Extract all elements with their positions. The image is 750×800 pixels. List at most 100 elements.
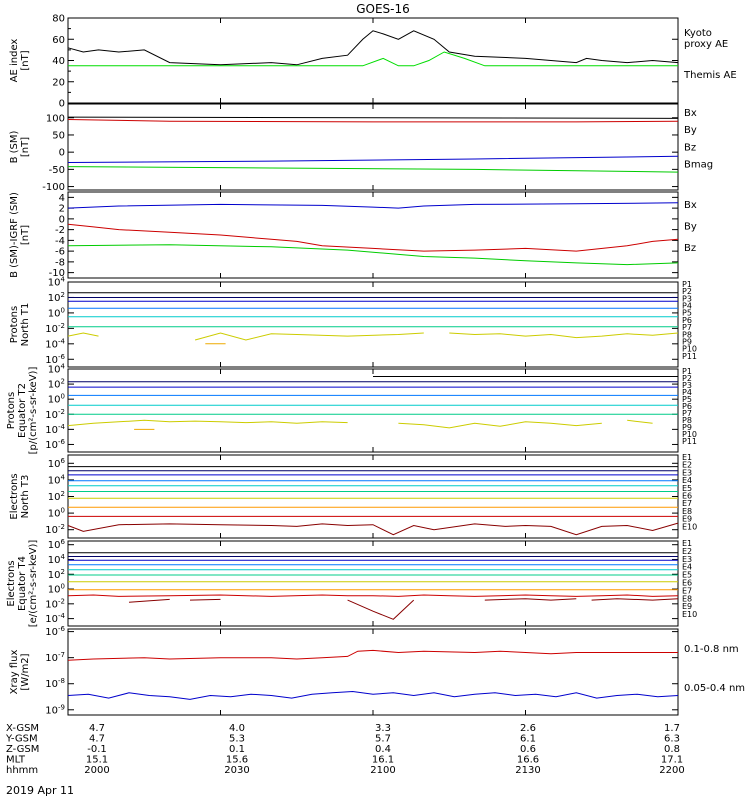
legend-label: P6 xyxy=(682,402,692,411)
y-tick-label: 100 xyxy=(46,113,65,124)
legend-label: P11 xyxy=(682,352,697,361)
y-tick-label: 10-4 xyxy=(45,337,65,350)
series-line xyxy=(189,598,221,601)
legend-label: E8 xyxy=(682,594,692,603)
legend-label: P3 xyxy=(682,381,692,390)
y-axis-label: [p/(cm²-s-sr-keV)] xyxy=(28,367,39,455)
panel-electrons_t4: 10-4 10-2100 102 104 106 Electrons Equator T4[… xyxy=(6,538,697,627)
date-label: 2019 Apr 11 xyxy=(6,784,74,797)
x-axis-value: 4.7 xyxy=(89,723,105,734)
panel-frame xyxy=(67,454,679,539)
legend-label: E3 xyxy=(682,555,692,564)
legend-label: E3 xyxy=(682,468,692,477)
legend-label: proxy AE xyxy=(684,39,728,50)
series-line xyxy=(449,332,679,339)
y-axis-label: [nT] xyxy=(20,50,31,70)
series-line xyxy=(67,119,679,123)
legend-label: E9 xyxy=(682,515,692,524)
y-tick-label: 102 xyxy=(48,490,65,503)
panel-frame xyxy=(67,281,679,368)
legend-label: E4 xyxy=(682,563,692,572)
legend-label: 0.05-0.4 nm xyxy=(684,683,745,694)
legend-label: P8 xyxy=(682,416,692,425)
series-line xyxy=(67,649,678,661)
y-axis-label: Electrons xyxy=(9,473,20,519)
y-tick-label: 50 xyxy=(52,130,65,141)
y-axis-label: [W/m2] xyxy=(20,653,31,690)
legend-label: P4 xyxy=(682,302,692,311)
y-tick-label: 10-6 xyxy=(45,353,65,366)
x-axis-value: 17.1 xyxy=(661,755,683,766)
legend-label: P11 xyxy=(682,437,697,446)
y-tick-label: 10-7 xyxy=(45,651,65,664)
series-line xyxy=(67,594,679,597)
panel-frame xyxy=(67,540,679,627)
series-line xyxy=(67,155,679,163)
x-axis-value: 2000 xyxy=(84,765,109,776)
y-axis-label: North T1 xyxy=(20,303,31,347)
y-tick-label: 60 xyxy=(52,35,65,46)
legend-label: P4 xyxy=(682,388,692,397)
x-axis-value: 2130 xyxy=(515,765,540,776)
legend-label: P10 xyxy=(682,345,697,354)
series-line xyxy=(67,30,679,66)
y-tick-label: 0 xyxy=(59,99,65,110)
series-line xyxy=(484,598,577,601)
legend-label: E1 xyxy=(682,539,692,548)
series-line xyxy=(67,166,679,173)
y-tick-label: 104 xyxy=(48,553,66,566)
x-axis-value: 0.1 xyxy=(229,744,245,755)
series-line xyxy=(67,522,679,536)
series-line xyxy=(67,690,679,700)
panel-b_sm: -100 -50 0 50 100 B (SM) [nT] Bx By Bz Bmag xyxy=(9,103,713,193)
series-line xyxy=(67,116,679,119)
legend-label: E5 xyxy=(682,484,692,493)
x-axis-value: 6.3 xyxy=(664,734,680,745)
y-axis-label: Xray flux xyxy=(9,650,20,695)
legend-label: E7 xyxy=(682,586,692,595)
legend-label: E2 xyxy=(682,461,692,470)
y-tick-label: 10-2 xyxy=(45,523,65,536)
y-tick-label: 10-4 xyxy=(45,612,65,625)
x-axis-value: 2030 xyxy=(224,765,249,776)
legend-label: P5 xyxy=(682,395,692,404)
y-tick-label: 10-9 xyxy=(45,703,65,716)
panel-xray: 10-9 10-8 10-7 10-6 Xray flux [W/m2] 0.1-0.8 n… xyxy=(9,625,745,716)
y-tick-label: -6 xyxy=(55,247,65,258)
y-tick-label: 10-2 xyxy=(45,322,65,335)
series-line xyxy=(194,332,424,341)
y-tick-label: 102 xyxy=(48,568,65,581)
y-tick-label: -8 xyxy=(55,257,65,268)
legend-label: P8 xyxy=(682,330,692,339)
legend-label: P3 xyxy=(682,294,692,303)
chart-title: GOES-16 xyxy=(356,2,410,16)
legend-label: Bx xyxy=(684,200,697,211)
y-tick-label: 106 xyxy=(48,538,66,551)
x-axis-value: 15.1 xyxy=(86,755,108,766)
legend-label: E6 xyxy=(682,492,692,501)
panel-protons_t2: 10-6 10-4 10-2 100 102 104 Protons Equator T2 [p… xyxy=(6,363,697,455)
legend-label: By xyxy=(684,222,697,233)
x-axis-value: 0.8 xyxy=(664,744,680,755)
y-tick-label: 4 xyxy=(59,193,65,204)
y-tick-label: 100 xyxy=(48,583,65,596)
legend-label: E1 xyxy=(682,453,692,462)
y-tick-label: -4 xyxy=(55,236,65,247)
y-tick-label: 2 xyxy=(59,204,65,215)
legend-label: P9 xyxy=(682,423,692,432)
x-axis-value: 16.6 xyxy=(517,755,539,766)
series-line xyxy=(67,332,99,337)
y-tick-label: 102 xyxy=(48,378,65,391)
x-axis-value: 4.0 xyxy=(229,723,245,734)
legend-label: P2 xyxy=(682,287,692,296)
legend-label: Bz xyxy=(684,142,696,153)
x-axis-value: -0.1 xyxy=(87,744,107,755)
y-tick-label: -2 xyxy=(55,225,65,236)
legend-label: P9 xyxy=(682,337,692,346)
x-axis-row-label: Z-GSM xyxy=(6,744,39,755)
x-axis-row-label: X-GSM xyxy=(6,723,39,734)
series-line xyxy=(128,598,170,603)
